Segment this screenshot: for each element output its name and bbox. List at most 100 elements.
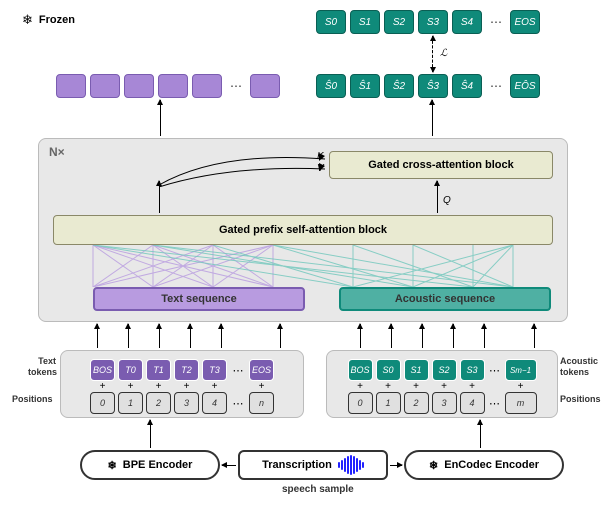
plus: + (249, 381, 274, 392)
plus: + (90, 381, 115, 392)
top-left-row: ⋯ (56, 74, 280, 98)
transcription-box: Transcription (238, 450, 388, 480)
token: Ŝ4 (452, 74, 482, 98)
itok: S1 (404, 359, 429, 381)
token-blank (124, 74, 154, 98)
positions-label-right: Positions (560, 394, 601, 405)
a12 (534, 324, 535, 348)
ellipsis: ⋯ (226, 79, 246, 93)
acoustic-positions-row: 0 1 2 3 4 ⋯ m (335, 392, 549, 414)
ellipsis: ⋯ (230, 397, 246, 410)
positions-label-left: Positions (12, 394, 53, 405)
trans-to-bpe-arrow (222, 465, 236, 466)
snowflake-icon: ❄ (22, 12, 33, 28)
token: S3 (418, 10, 448, 34)
q-arrow (437, 181, 438, 213)
top-pred-row: Ŝ0 Ŝ1 Ŝ2 Ŝ3 Ŝ4 ⋯ EÔS (316, 74, 540, 98)
itok: T2 (174, 359, 199, 381)
text-sequence-bar: Text sequence (93, 287, 305, 311)
plus: + (376, 381, 401, 392)
plus-gap (488, 381, 502, 392)
ellipsis: ⋯ (486, 15, 506, 29)
acoustic-tokens-row: BOS S0 S1 S2 S3 ⋯ Sm−1 (335, 359, 549, 381)
snowflake-icon: ❄ (429, 459, 438, 472)
pos: 3 (174, 392, 199, 414)
a11 (484, 324, 485, 348)
token: Ŝ0 (316, 74, 346, 98)
pos: 4 (460, 392, 485, 414)
plus: + (202, 381, 227, 392)
arrow-left-down (160, 100, 161, 136)
token: S0 (316, 10, 346, 34)
text-tokens-label: Texttokens (28, 356, 56, 378)
v-label: V (317, 163, 324, 174)
a1 (97, 324, 98, 348)
pos: 1 (376, 392, 401, 414)
token: Ŝ3 (418, 74, 448, 98)
itok: T1 (146, 359, 171, 381)
q-label: Q (443, 195, 451, 206)
token: Ŝ2 (384, 74, 414, 98)
ellipsis: ⋯ (230, 364, 246, 377)
token-blank (56, 74, 86, 98)
itok: S0 (376, 359, 401, 381)
plus-gap (230, 381, 246, 392)
plus: + (432, 381, 457, 392)
ellipsis: ⋯ (488, 364, 502, 377)
pos-m: m (505, 392, 537, 414)
loss-arrow-down (432, 36, 433, 72)
encodec-up-arrow (480, 420, 481, 448)
itok: T3 (202, 359, 227, 381)
speech-sample-label: speech sample (282, 484, 354, 495)
plus-row: + + + + + + (335, 381, 549, 392)
token-blank (192, 74, 222, 98)
gated-prefix-self-attention-block: Gated prefix self-attention block (53, 215, 553, 245)
legend-label: Frozen (39, 14, 75, 26)
pos: 4 (202, 392, 227, 414)
bpe-up-arrow (150, 420, 151, 448)
itok: BOS (90, 359, 115, 381)
pos: 2 (146, 392, 171, 414)
itok-eos: EOS (249, 359, 274, 381)
bpe-label: BPE Encoder (123, 459, 193, 471)
a10 (453, 324, 454, 348)
itok: S3 (460, 359, 485, 381)
trans-to-encodec-arrow (390, 465, 402, 466)
pos: 3 (432, 392, 457, 414)
bpe-encoder-box: ❄ BPE Encoder (80, 450, 220, 480)
top-true-row: S0 S1 S2 S3 S4 ⋯ EOS (316, 10, 540, 34)
waveform-icon (338, 455, 364, 475)
a9 (422, 324, 423, 348)
plus: + (505, 381, 537, 392)
gpsa-up-arrow (159, 181, 160, 213)
plus: + (146, 381, 171, 392)
a6 (280, 324, 281, 348)
plus-row: + + + + + + (69, 381, 295, 392)
plus: + (118, 381, 143, 392)
encodec-label: EnCodec Encoder (444, 459, 539, 471)
itok: S2 (432, 359, 457, 381)
pos: 2 (404, 392, 429, 414)
token: S4 (452, 10, 482, 34)
left-input-panel: BOS T0 T1 T2 T3 ⋯ EOS + + + + + + 0 1 2 … (60, 350, 304, 418)
pos-n: n (249, 392, 274, 414)
kv-arrows (139, 147, 329, 187)
ellipsis: ⋯ (486, 79, 506, 93)
plus: + (174, 381, 199, 392)
pos: 1 (118, 392, 143, 414)
crossing-lines (53, 245, 553, 287)
text-tokens-row: BOS T0 T1 T2 T3 ⋯ EOS (69, 359, 295, 381)
a5 (221, 324, 222, 348)
itok: T0 (118, 359, 143, 381)
a8 (391, 324, 392, 348)
acoustic-tokens-label: Acoustictokens (560, 356, 598, 378)
itok: BOS (348, 359, 373, 381)
token-blank (90, 74, 120, 98)
token-eos: EÔS (510, 74, 540, 98)
a4 (190, 324, 191, 348)
token: S1 (350, 10, 380, 34)
text-positions-row: 0 1 2 3 4 ⋯ n (69, 392, 295, 414)
token-blank (250, 74, 280, 98)
right-input-panel: BOS S0 S1 S2 S3 ⋯ Sm−1 + + + + + + 0 1 2… (326, 350, 558, 418)
nx-label: N× (49, 145, 65, 159)
